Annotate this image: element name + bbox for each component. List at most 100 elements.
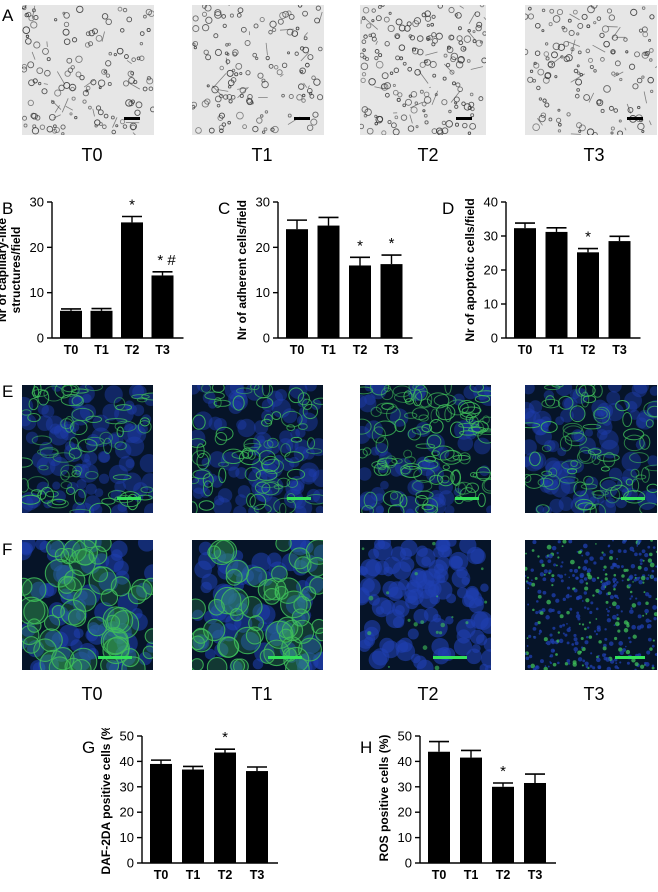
brightfield-image-t2 <box>360 5 486 135</box>
y-tick-label: 40 <box>484 195 498 210</box>
confocal-image-f-t2 <box>360 540 491 670</box>
panel-label-e: E <box>2 382 14 401</box>
y-axis-label: Nr of apoptotic cells/field <box>463 198 477 341</box>
confocal-image-e-t3 <box>525 385 657 513</box>
y-tick-label: 0 <box>405 856 412 871</box>
chart-c: 0 10 20 30 Nr of adherent cells/field T0 T1 T2 *… <box>235 195 413 357</box>
x-tick-label: T2 <box>496 868 511 882</box>
scale-bar <box>117 497 141 500</box>
scale-bar <box>456 117 472 120</box>
significance-marker: * <box>357 237 363 254</box>
scale-bar <box>455 497 479 500</box>
scale-bar <box>615 656 645 659</box>
x-tick-label: T0 <box>154 868 169 882</box>
y-tick-label: 40 <box>120 754 134 769</box>
panel-label-a: A <box>2 6 14 25</box>
significance-marker: * <box>585 229 591 246</box>
bar <box>460 757 482 863</box>
condition-label-f-t3: T3 <box>583 684 605 704</box>
scale-bar <box>433 656 467 659</box>
significance-marker: * <box>222 729 228 746</box>
condition-label-t0: T0 <box>81 145 103 165</box>
condition-label-t1: T1 <box>251 145 273 165</box>
bar <box>182 769 204 863</box>
chart-d: 0 10 20 30 40 Nr of apoptotic cells/field T0 T1… <box>463 195 641 357</box>
x-tick-label: T3 <box>250 868 265 882</box>
bar <box>121 222 143 338</box>
scale-bar <box>621 497 645 500</box>
y-tick-label: 30 <box>30 195 44 210</box>
x-tick-label: T0 <box>64 343 79 357</box>
bar <box>317 225 340 338</box>
panel-label-f: F <box>2 540 13 559</box>
x-tick-label: T1 <box>186 868 201 882</box>
chart-h: 0 10 20 30 40 50 ROS positive cells (%) T0 T1 T2 *… <box>377 729 556 882</box>
x-tick-label: T1 <box>321 343 336 357</box>
chart-b: 0 10 20 30 Nr of capillary-likestructures/fi… <box>0 195 184 357</box>
x-tick-label: T2 <box>581 343 596 357</box>
confocal-image-f-t0 <box>22 540 153 670</box>
panel-label-h: H <box>360 738 373 757</box>
x-tick-label: T3 <box>528 868 543 882</box>
scale-bar <box>294 117 310 120</box>
bar <box>214 752 236 863</box>
x-tick-label: T1 <box>464 868 479 882</box>
y-tick-label: 50 <box>120 729 134 744</box>
chart-g: 0 10 20 30 40 50 DAF-2DA positive cells (%) T0 T… <box>99 728 278 882</box>
significance-marker: * <box>500 763 506 780</box>
significance-marker: * <box>389 235 395 252</box>
y-tick-label: 0 <box>127 856 134 871</box>
confocal-image-f-t3 <box>525 540 657 670</box>
y-tick-label: 10 <box>256 285 270 300</box>
bar <box>349 265 371 338</box>
y-tick-label: 10 <box>30 285 44 300</box>
scale-bar <box>124 117 140 120</box>
y-tick-label: 50 <box>398 729 412 744</box>
bar <box>545 231 568 338</box>
y-axis-label: Nr of adherent cells/field <box>235 200 249 340</box>
bar <box>428 751 450 863</box>
significance-marker: * <box>129 197 135 214</box>
condition-label-t2: T2 <box>417 145 439 165</box>
bar <box>60 310 82 338</box>
confocal-image-f-t1 <box>192 540 323 670</box>
y-axis-label: DAF-2DA positive cells (%) <box>99 728 113 874</box>
bar <box>524 782 546 863</box>
x-tick-label: T2 <box>125 343 140 357</box>
panel-label-b: B <box>2 199 14 218</box>
brightfield-image-t3 <box>525 5 657 135</box>
bar <box>514 228 536 338</box>
y-tick-label: 0 <box>263 331 270 346</box>
y-tick-label: 0 <box>37 331 44 346</box>
y-tick-label: 10 <box>120 830 134 845</box>
x-tick-label: T0 <box>432 868 447 882</box>
brightfield-image-t1 <box>192 5 324 135</box>
x-tick-label: T0 <box>290 343 305 357</box>
panel-label-c: C <box>218 199 231 218</box>
x-tick-label: T3 <box>384 343 399 357</box>
y-tick-label: 20 <box>120 805 134 820</box>
panel-label-d: D <box>442 199 455 218</box>
scale-bar <box>98 656 132 659</box>
scale-bar <box>627 117 643 120</box>
x-tick-label: T2 <box>218 868 233 882</box>
y-tick-label: 30 <box>256 195 270 210</box>
bar <box>608 241 631 338</box>
y-axis-label: Nr of capillary-likestructures/field <box>0 218 23 322</box>
y-tick-label: 10 <box>398 830 412 845</box>
brightfield-image-t0 <box>22 5 154 135</box>
x-tick-label: T1 <box>549 343 564 357</box>
confocal-image-e-t2 <box>360 385 491 513</box>
y-tick-label: 20 <box>484 263 498 278</box>
confocal-image-e-t0 <box>22 385 153 513</box>
y-tick-label: 20 <box>256 240 270 255</box>
bar <box>492 786 514 863</box>
panel-label-g: G <box>82 738 96 757</box>
bar <box>577 252 599 338</box>
confocal-image-e-t1 <box>192 385 323 513</box>
y-axis-label: ROS positive cells (%) <box>377 735 391 862</box>
y-tick-label: 0 <box>491 331 498 346</box>
x-tick-label: T1 <box>94 343 109 357</box>
condition-label-f-t1: T1 <box>251 684 273 704</box>
bar <box>286 229 308 338</box>
